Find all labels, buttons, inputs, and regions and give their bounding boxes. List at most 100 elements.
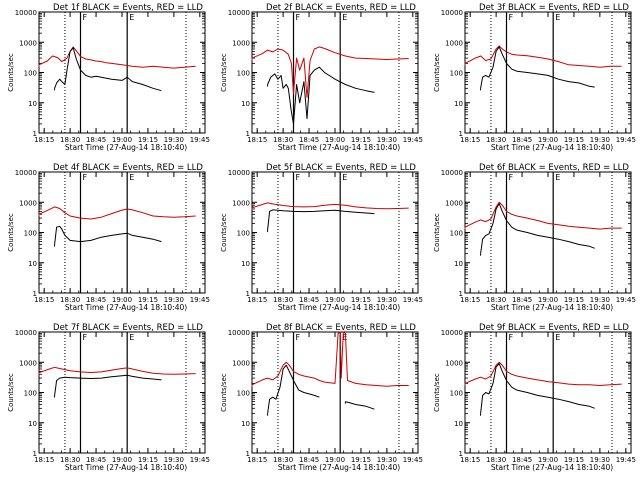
panel-6-xtick-label: 19:15 [564, 296, 584, 304]
panel-3-xtick-label: 18:15 [460, 136, 480, 144]
panel-1-xtick-label: 19:15 [138, 136, 158, 144]
panel-7-title: Det 7f BLACK = Events, RED = LLD [53, 323, 203, 333]
panel-7-ytick-label: 1000 [19, 359, 37, 367]
panel-6-series-lld [464, 201, 622, 230]
panel-1-frame [38, 11, 206, 134]
panel-9-series-events [480, 363, 595, 414]
panel-3-marker-label: E [555, 13, 560, 22]
panel-7-xtick-label: 18:15 [34, 456, 54, 464]
panel-8-ytick-label: 10 [241, 420, 250, 428]
panel-1-xlabel: Start Time (27-Aug-14 18:10:40) [65, 143, 187, 152]
panel-3: Det 3f BLACK = Events, RED = LLD 1 10 100 10… [433, 3, 636, 152]
panel-1-ytick-label: 10 [28, 100, 37, 108]
panel-3-xtick-label: 18:30 [486, 136, 506, 144]
panel-5-title: Det 5f BLACK = Events, RED = LLD [266, 163, 416, 173]
panel-2-title: Det 2f BLACK = Events, RED = LLD [266, 3, 416, 13]
panel-3-ytick-label: 100 [450, 70, 463, 78]
panel-2-marker-label: E [342, 13, 347, 22]
panel-6-marker-label: E [555, 173, 560, 182]
panel-6-ytick-label: 100 [450, 230, 463, 238]
panel-9-ytick-label: 1000 [445, 359, 463, 367]
panel-8-series-events [267, 364, 320, 414]
panel-6-ytick-label: 1000 [445, 199, 463, 207]
panel-7-xtick-label: 19:00 [112, 456, 132, 464]
panel-4-xtick-label: 18:15 [34, 296, 54, 304]
panel-6: Det 6f BLACK = Events, RED = LLD 1 10 100 10… [433, 163, 636, 312]
panel-2: Det 2f BLACK = Events, RED = LLD 1 10 100 10… [220, 3, 423, 152]
panel-9-marker-label: E [555, 333, 560, 342]
panel-1-ytick-label: 1000 [19, 39, 37, 47]
panel-2-series-lld [251, 46, 409, 98]
panel-6-ylabel: Counts/sec [433, 213, 441, 252]
panel-8-frame [251, 331, 419, 454]
panel-2-xtick-label: 19:15 [351, 136, 371, 144]
panel-2-xtick-label: 19:30 [377, 136, 397, 144]
panel-7-series-lld [38, 366, 196, 375]
panel-8-xtick-label: 19:00 [325, 456, 345, 464]
panel-4-marker-label: F [83, 173, 88, 182]
panel-3-ytick-label: 1000 [445, 39, 463, 47]
panel-4-series-events [54, 225, 162, 245]
panel-9: Det 9f BLACK = Events, RED = LLD 1 10 100 10… [433, 323, 636, 472]
panel-9-xtick-label: 19:30 [590, 456, 610, 464]
panel-3-ylabel: Counts/sec [433, 53, 441, 92]
panel-2-xtick-label: 18:15 [247, 136, 267, 144]
panel-5-xtick-label: 18:15 [247, 296, 267, 304]
panel-4-title: Det 4f BLACK = Events, RED = LLD [53, 163, 203, 173]
panel-7-xtick-label: 19:15 [138, 456, 158, 464]
panel-9-xlabel: Start Time (27-Aug-14 18:10:40) [491, 463, 613, 472]
panel-4-ytick-label: 1 [33, 290, 37, 298]
panel-5-ytick-label: 10 [241, 260, 250, 268]
panel-2-ytick-label: 10 [241, 100, 250, 108]
panel-4-series-lld [38, 206, 196, 220]
panel-2-marker-label: F [296, 13, 301, 22]
panel-1-title: Det 1f BLACK = Events, RED = LLD [53, 3, 203, 13]
panel-5-frame [251, 171, 419, 294]
panel-1-ytick-label: 100 [24, 70, 37, 78]
panel-6-xtick-label: 18:30 [486, 296, 506, 304]
panel-5-xlabel: Start Time (27-Aug-14 18:10:40) [278, 303, 400, 312]
panel-7-ytick-label: 10 [28, 420, 37, 428]
panel-3-xtick-label: 19:15 [564, 136, 584, 144]
panel-1-xtick-label: 18:30 [60, 136, 80, 144]
panel-5-ytick-label: 10000 [228, 169, 250, 177]
panel-5: Det 5f BLACK = Events, RED = LLD 1 10 100 10… [220, 163, 423, 312]
panel-2-ytick-label: 10000 [228, 9, 250, 17]
panel-8-ytick-label: 1000 [232, 359, 250, 367]
panel-3-xtick-label: 19:30 [590, 136, 610, 144]
panel-6-ytick-label: 10000 [441, 169, 463, 177]
panel-4-xtick-label: 19:30 [164, 296, 184, 304]
panel-7-frame [38, 331, 206, 454]
panel-4-xlabel: Start Time (27-Aug-14 18:10:40) [65, 303, 187, 312]
panel-5-ytick-label: 1000 [232, 199, 250, 207]
panel-7-series-events [54, 374, 162, 396]
panel-9-xtick-label: 19:00 [538, 456, 558, 464]
panel-5-marker-label: E [342, 173, 347, 182]
panel-5-ylabel: Counts/sec [220, 213, 228, 252]
panel-6-ytick-label: 1 [459, 290, 463, 298]
panel-2-xtick-label: 19:00 [325, 136, 345, 144]
panel-7-xtick-label: 18:45 [86, 456, 106, 464]
panel-8-xtick-label: 19:30 [377, 456, 397, 464]
panel-4-xtick-label: 19:00 [112, 296, 132, 304]
panel-6-xtick-label: 18:15 [460, 296, 480, 304]
panel-9-xtick-label: 19:15 [564, 456, 584, 464]
panel-7-ytick-label: 1 [33, 450, 37, 458]
panel-9-ytick-label: 100 [450, 390, 463, 398]
panel-3-xtick-label: 19:45 [616, 136, 636, 144]
panel-6-xtick-label: 19:30 [590, 296, 610, 304]
panel-8-xtick-label: 19:45 [403, 456, 423, 464]
panel-6-series-events [480, 203, 595, 254]
panel-9-ytick-label: 1 [459, 450, 463, 458]
panel-5-ytick-label: 1 [246, 290, 250, 298]
panel-9-ytick-label: 10 [454, 420, 463, 428]
panel-6-marker-label: F [509, 173, 514, 182]
panel-5-xtick-label: 19:15 [351, 296, 371, 304]
panel-7-ylabel: Counts/sec [7, 373, 15, 412]
panel-8-xtick-label: 18:45 [299, 456, 319, 464]
panel-3-xlabel: Start Time (27-Aug-14 18:10:40) [491, 143, 613, 152]
panel-3-series-events [480, 46, 595, 89]
panel-7-xtick-label: 19:30 [164, 456, 184, 464]
panel-6-xtick-label: 18:45 [512, 296, 532, 304]
